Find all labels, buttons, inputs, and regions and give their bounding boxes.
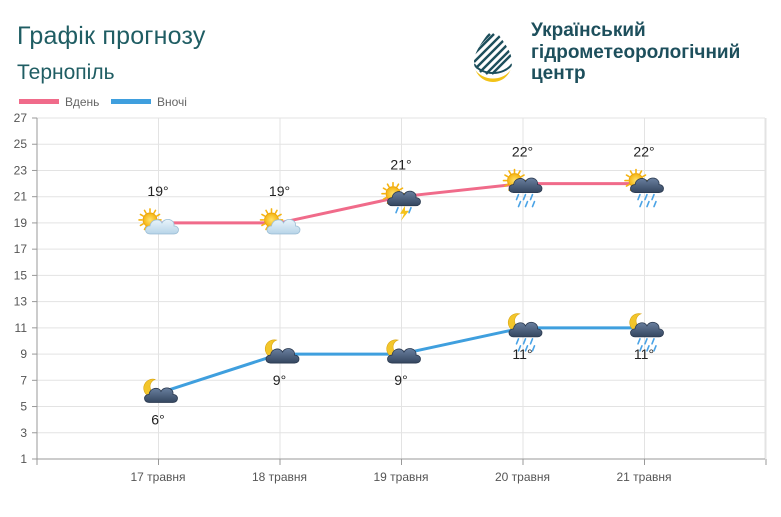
data-labels: 19° 19° 21° 22° 22° 6° 9° 9° 11° 11° [147, 144, 654, 428]
legend-swatch-1 [111, 99, 151, 104]
weather-icons [138, 168, 664, 403]
y-tick-label-2: 5 [20, 400, 27, 414]
y-tick-label-13: 27 [14, 111, 28, 125]
chart-legend: Вдень Вночі [19, 95, 187, 109]
legend-swatch-0 [19, 99, 59, 104]
y-tick-label-10: 21 [14, 190, 28, 204]
legend-label-0: Вдень [65, 95, 99, 109]
data-label-1-1: 9° [273, 372, 286, 388]
data-label-0-4: 22° [633, 144, 654, 160]
x-tick-label-3: 20 травня [495, 470, 550, 484]
y-tick-label-11: 23 [14, 163, 28, 177]
y-tick-label-9: 19 [14, 216, 28, 230]
y-tick-label-1: 3 [20, 426, 27, 440]
x-tick-label-0: 17 травня [130, 470, 185, 484]
data-label-0-0: 19° [147, 183, 168, 199]
data-label-1-3: 11° [512, 346, 532, 362]
sun-thunderstorm-0-2-icon [381, 181, 421, 221]
water-drop-logo-icon [474, 26, 512, 82]
x-tick-label-2: 19 травня [373, 470, 428, 484]
sun-rain-0-3-icon [502, 168, 543, 208]
y-tick-label-0: 1 [20, 452, 27, 466]
y-tick-label-7: 15 [14, 268, 28, 282]
data-label-0-1: 19° [269, 183, 290, 199]
y-tick-label-5: 11 [15, 321, 28, 335]
sun-rain-0-4-icon [624, 168, 664, 208]
organization-name-line1: Український [531, 20, 646, 41]
moon-cloud-1-1-icon [264, 339, 300, 364]
city-name: Тернопіль [17, 61, 115, 84]
x-axis: 17 травня 18 травня 19 травня 20 травня 21 т… [36, 458, 767, 484]
sun-cloud-0-1-icon [259, 208, 301, 235]
legend-label-1: Вночі [157, 95, 187, 109]
moon-rain-1-4-icon [629, 313, 664, 352]
page-title: Графік прогнозу [17, 22, 206, 50]
y-tick-label-8: 17 [14, 242, 28, 256]
data-label-0-3: 22° [512, 144, 533, 160]
moon-rain-1-3-icon [507, 313, 543, 352]
y-tick-label-3: 7 [20, 373, 27, 387]
sun-cloud-0-0-icon [138, 208, 179, 235]
organization-name: Український гідрометеорологічний центр [531, 20, 740, 85]
y-tick-label-12: 25 [14, 137, 28, 151]
moon-cloud-1-2-icon [386, 339, 421, 364]
moon-cloud-1-0-icon [143, 378, 178, 403]
data-label-1-4: 11° [634, 346, 654, 362]
organization-name-line2: гідрометеорологічний [531, 41, 741, 63]
data-label-1-0: 6° [151, 411, 164, 427]
data-label-1-2: 9° [394, 372, 407, 388]
y-tick-label-6: 13 [14, 295, 28, 309]
y-tick-label-4: 9 [20, 347, 27, 361]
organization-name-line3: центр [531, 63, 586, 84]
data-label-0-2: 21° [390, 157, 411, 173]
x-tick-label-1: 18 травня [252, 470, 307, 484]
x-tick-label-4: 21 травня [616, 470, 671, 484]
